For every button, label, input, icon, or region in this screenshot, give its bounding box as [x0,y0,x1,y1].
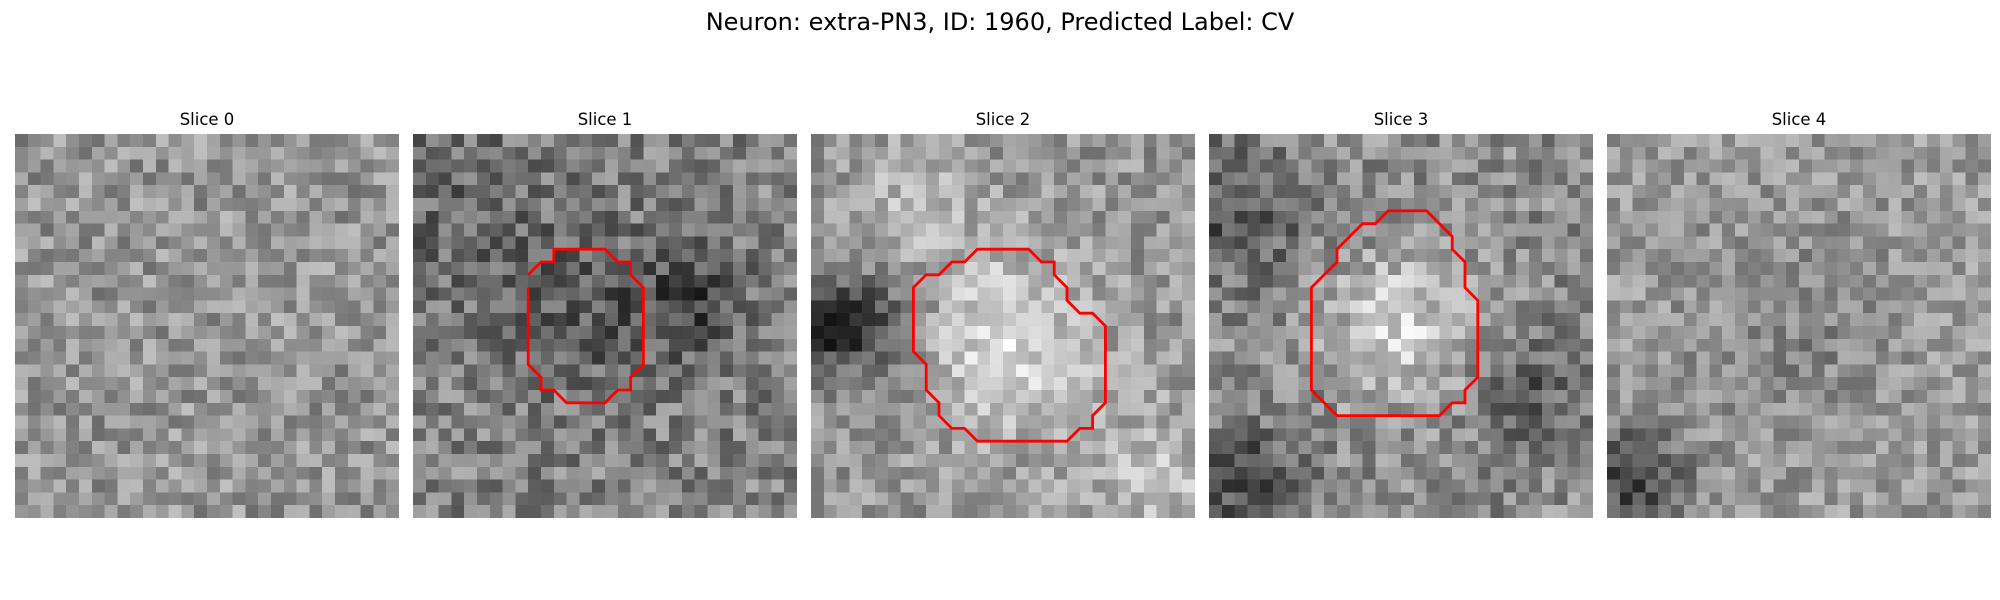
slice-title: Slice 0 [179,110,235,129]
slice-image [1209,134,1593,518]
slice-title: Slice 4 [1771,110,1827,129]
slice-title: Slice 3 [1373,110,1429,129]
segmentation-contour [1309,209,1480,418]
segmentation-contour [526,247,645,405]
segmentation-contour [911,247,1107,443]
slice-panel-1: Slice 1 [413,108,797,518]
slice-panel-2: Slice 2 [811,108,1195,518]
slice-image [15,134,399,518]
slice-panel-0: Slice 0 [15,108,399,518]
figure-title: Neuron: extra-PN3, ID: 1960, Predicted L… [705,8,1295,36]
slice-image [1607,134,1991,518]
slice-title: Slice 2 [975,110,1031,129]
slice-image [811,134,1195,518]
slice-panel-3: Slice 3 [1209,108,1593,518]
slice-panel-4: Slice 4 [1607,108,1991,518]
slice-title: Slice 1 [577,110,633,129]
slice-image [413,134,797,518]
